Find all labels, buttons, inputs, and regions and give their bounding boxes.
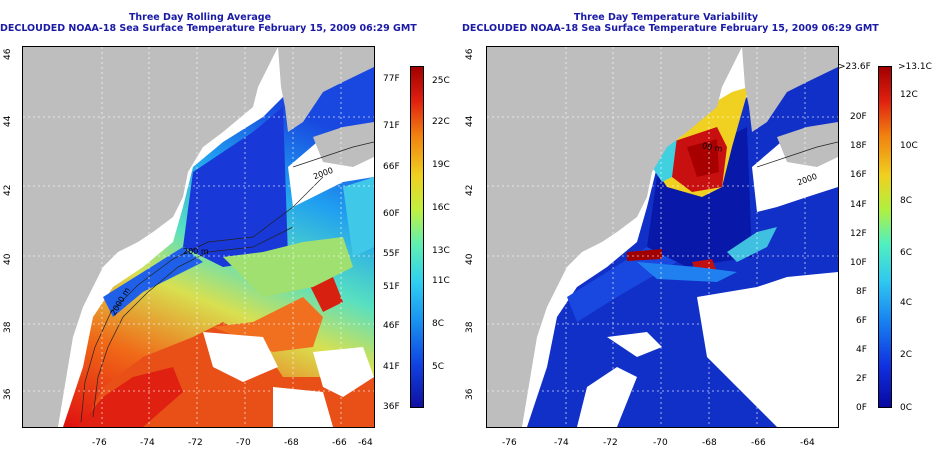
- left-title-line1: Three Day Rolling Average: [128, 12, 272, 23]
- left-cbar-c: 22C: [432, 117, 450, 127]
- right-cbar-f: 4F: [856, 345, 867, 355]
- left-cbar-c: 5C: [432, 362, 445, 372]
- right-cbar-f: 18F: [850, 141, 867, 151]
- right-title-line2: DECLOUDED NOAA-18 Sea Surface Temperatur…: [462, 23, 879, 34]
- right-ytick: 36: [465, 388, 475, 400]
- left-xtick: -72: [188, 438, 203, 448]
- left-cbar-f: 60F: [383, 209, 400, 219]
- left-cbar-f: 41F: [383, 362, 400, 372]
- left-cbar-c: 8C: [432, 319, 445, 329]
- right-cbar-f: 20F: [850, 112, 867, 122]
- right-xtick: -74: [554, 438, 569, 448]
- left-sst-map: 2000 m 200 m 2000: [22, 46, 375, 428]
- left-cbar-c: 19C: [432, 160, 450, 170]
- right-variability-map: 00 m 2000: [486, 46, 839, 428]
- right-cbar-c: 6C: [900, 248, 913, 258]
- right-xtick: -64: [800, 438, 815, 448]
- right-land-canada: [742, 47, 838, 132]
- left-xtick: -70: [236, 438, 251, 448]
- right-cbar-f: 2F: [856, 374, 867, 384]
- right-cbar-c: 0C: [900, 403, 913, 413]
- right-title: Three Day Temperature Variability DECLOU…: [462, 12, 879, 34]
- left-ytick: 46: [3, 48, 13, 60]
- left-cbar-f: 36F: [383, 402, 400, 412]
- right-ytick: 46: [465, 48, 475, 60]
- left-ytick: 40: [3, 253, 13, 265]
- left-land-us: [23, 47, 278, 427]
- left-ytick: 38: [3, 321, 13, 333]
- right-cbar-f: 0F: [856, 403, 867, 413]
- right-cbar-f: 6F: [856, 316, 867, 326]
- left-xtick: -66: [332, 438, 347, 448]
- left-cbar-f: 71F: [383, 121, 400, 131]
- left-cbar-c: 11C: [432, 276, 450, 286]
- left-land-canada: [278, 47, 374, 132]
- left-cbar-c: 13C: [432, 246, 450, 256]
- right-xtick: -72: [603, 438, 618, 448]
- left-colorbar: [410, 66, 424, 408]
- right-cbar-f: 12F: [850, 229, 867, 239]
- right-cbar-c: 8C: [900, 196, 913, 206]
- left-cbar-c: 16C: [432, 203, 450, 213]
- right-land-us: [487, 47, 742, 427]
- left-cbar-f: 46F: [383, 321, 400, 331]
- right-map-graphic: [487, 47, 838, 427]
- right-colorbar: [878, 66, 892, 408]
- left-ytick: 36: [3, 388, 13, 400]
- left-contour-label-2: 200 m: [183, 247, 209, 256]
- right-title-line1: Three Day Temperature Variability: [573, 12, 759, 23]
- left-xtick: -64: [358, 438, 373, 448]
- right-cbar-c: 2C: [900, 350, 913, 360]
- right-xtick: -68: [702, 438, 717, 448]
- left-xtick: -68: [284, 438, 299, 448]
- left-cbar-f: 77F: [383, 74, 400, 84]
- left-xtick: -76: [92, 438, 107, 448]
- left-map-graphic: [23, 47, 374, 427]
- right-xtick: -66: [751, 438, 766, 448]
- right-cbar-c: 12C: [900, 90, 918, 100]
- right-cbar-c: 10C: [900, 141, 918, 151]
- left-ytick: 44: [3, 115, 13, 127]
- left-cbar-f: 51F: [383, 282, 400, 292]
- right-cbar-f: 14F: [850, 200, 867, 210]
- right-cbar-f: 10F: [850, 258, 867, 268]
- right-cbar-f: 8F: [856, 287, 867, 297]
- left-ytick: 42: [3, 184, 13, 196]
- right-ytick: 42: [465, 184, 475, 196]
- left-title: Three Day Rolling Average DECLOUDED NOAA…: [0, 12, 417, 34]
- left-cbar-c: 25C: [432, 76, 450, 86]
- right-xtick: -76: [502, 438, 517, 448]
- left-cbar-f: 66F: [383, 162, 400, 172]
- left-cbar-f: 55F: [383, 249, 400, 259]
- right-ytick: 40: [465, 253, 475, 265]
- right-ytick: 38: [465, 321, 475, 333]
- right-ytick: 44: [465, 115, 475, 127]
- right-xtick: -70: [653, 438, 668, 448]
- right-cbar-f: 16F: [850, 170, 867, 180]
- right-cbar-c: 4C: [900, 298, 913, 308]
- left-xtick: -74: [140, 438, 155, 448]
- left-title-line2: DECLOUDED NOAA-18 Sea Surface Temperatur…: [0, 23, 417, 34]
- right-cbar-c: >13.1C: [898, 62, 932, 72]
- right-cbar-f: >23.6F: [838, 62, 871, 72]
